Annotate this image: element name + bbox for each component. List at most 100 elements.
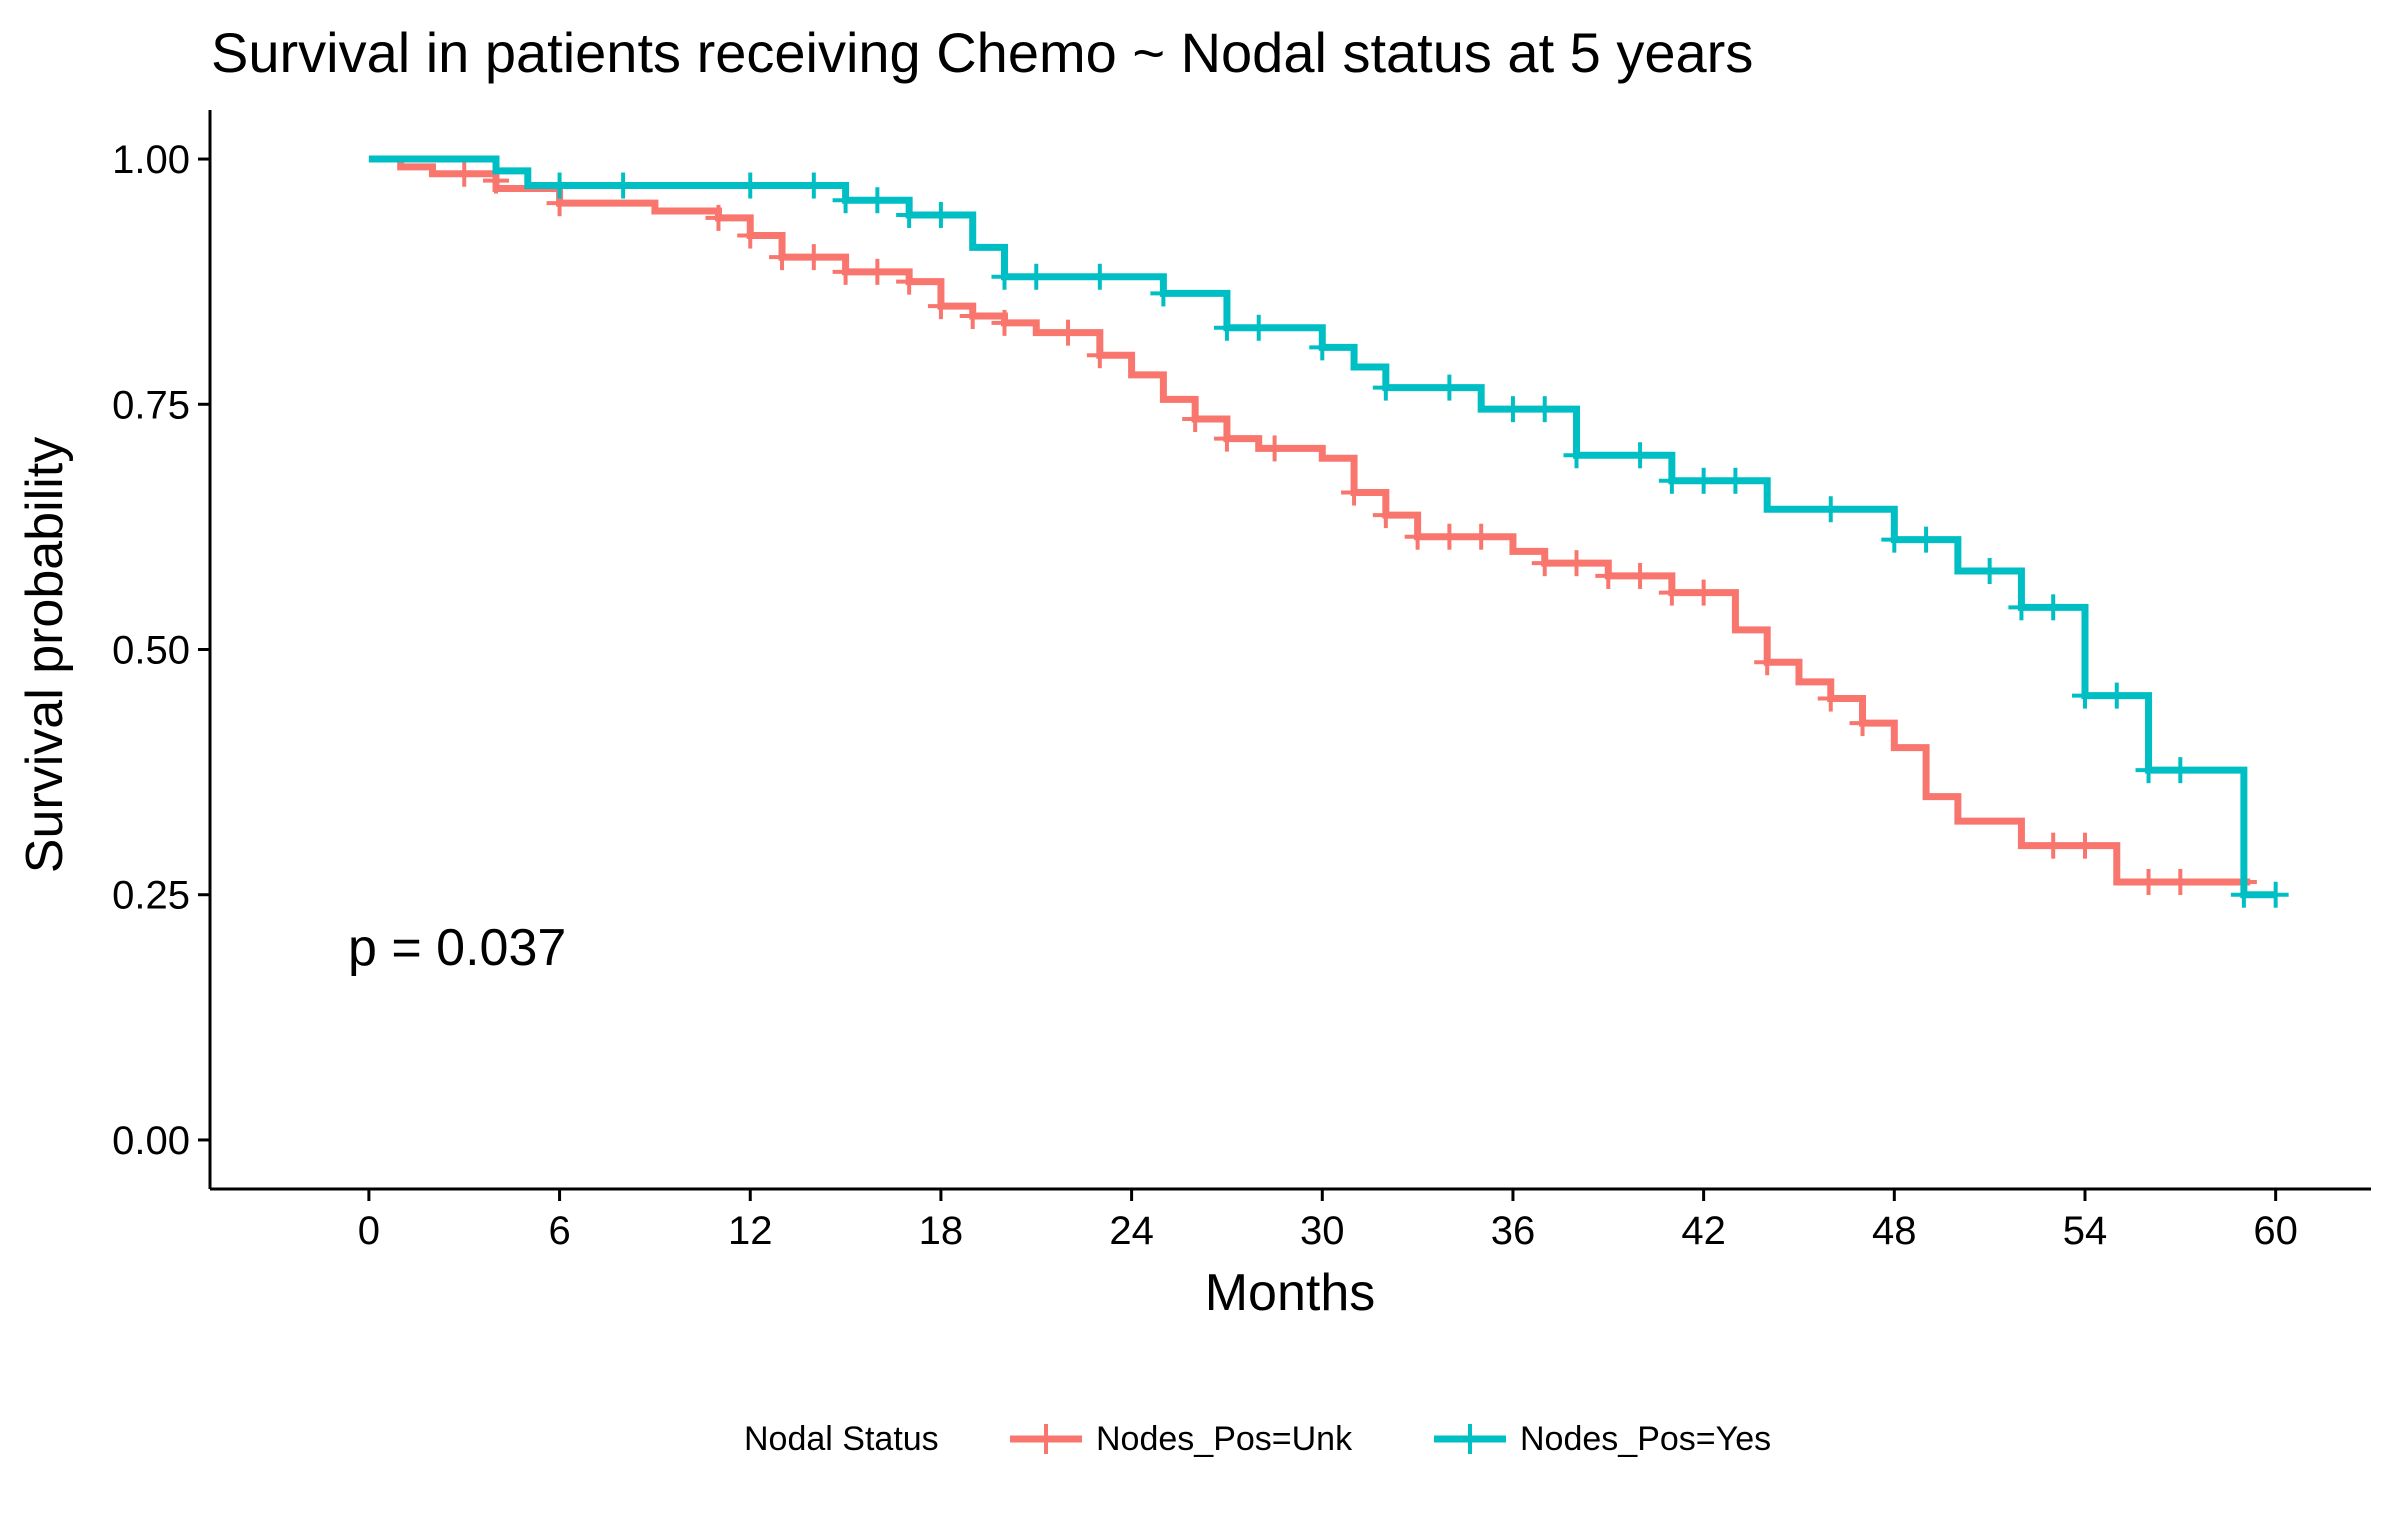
censor-mark-nodes-pos-unk <box>927 293 954 320</box>
censor-mark-nodes-pos-yes <box>2262 881 2289 908</box>
censor-mark-nodes-pos-unk <box>1372 502 1399 529</box>
censor-mark-nodes-pos-unk <box>864 258 891 285</box>
censor-mark-nodes-pos-yes <box>1499 396 1526 423</box>
censor-mark-nodes-pos-unk <box>1261 435 1288 462</box>
y-tick-label: 0.75 <box>112 383 190 427</box>
y-tick-label: 1.00 <box>112 138 190 182</box>
y-tick-label: 0.00 <box>112 1119 190 1163</box>
censor-mark-nodes-pos-unk <box>959 302 986 329</box>
censor-mark-nodes-pos-yes <box>1531 396 1558 423</box>
y-tick-label: 0.50 <box>112 629 190 673</box>
censor-mark-nodes-pos-yes <box>1913 526 1940 553</box>
x-tick-label: 60 <box>2253 1209 2298 1253</box>
p-value-annotation: p = 0.037 <box>348 919 566 977</box>
x-tick-label: 30 <box>1300 1209 1345 1253</box>
censor-mark-nodes-pos-unk <box>2167 868 2194 895</box>
censor-mark-nodes-pos-unk <box>1690 579 1717 606</box>
censor-mark-nodes-pos-yes <box>1817 496 1844 523</box>
legend-key-nodes-pos-unk <box>1010 1424 1082 1454</box>
censor-mark-nodes-pos-yes <box>1372 374 1399 401</box>
censor-mark-nodes-pos-yes <box>832 187 859 214</box>
plot-area <box>368 155 2289 908</box>
censor-mark-nodes-pos-unk <box>1658 579 1685 606</box>
censor-mark-nodes-pos-unk <box>1595 562 1622 589</box>
censor-mark-nodes-pos-yes <box>1976 558 2003 585</box>
censor-mark-nodes-pos-yes <box>991 263 1018 290</box>
censor-mark-nodes-pos-unk <box>1468 523 1495 550</box>
censor-mark-nodes-pos-unk <box>2135 868 2162 895</box>
censor-mark-nodes-pos-yes <box>1309 334 1336 361</box>
censor-mark-nodes-pos-yes <box>2135 757 2162 784</box>
x-tick-label: 6 <box>548 1209 570 1253</box>
censor-mark-nodes-pos-unk <box>1213 425 1240 452</box>
y-axis-ticks: 0.00 0.25 0.50 0.75 1.00 <box>112 138 210 1163</box>
censor-mark-nodes-pos-unk <box>1055 319 1082 346</box>
censor-mark-nodes-pos-unk <box>1531 550 1558 577</box>
censor-mark-nodes-pos-unk <box>1627 562 1654 589</box>
censor-mark-nodes-pos-yes <box>1563 442 1590 469</box>
series-line-nodes-pos-yes <box>368 155 2276 899</box>
censor-mark-nodes-pos-yes <box>2167 757 2194 784</box>
censor-mark-nodes-pos-unk <box>1754 649 1781 676</box>
legend: Nodal Status Nodes_Pos=Unk Nodes_Pos=Yes <box>744 1420 1771 1458</box>
censor-mark-nodes-pos-unk <box>1182 405 1209 432</box>
x-tick-label: 42 <box>1681 1209 1726 1253</box>
censor-mark-nodes-pos-yes <box>2008 594 2035 621</box>
censor-mark-nodes-pos-yes <box>1658 467 1685 494</box>
censor-mark-nodes-pos-unk <box>705 204 732 231</box>
censor-mark-nodes-pos-unk <box>800 244 827 271</box>
censor-mark-nodes-pos-unk <box>1436 523 1463 550</box>
censor-mark-nodes-pos-yes <box>1690 467 1717 494</box>
censor-mark-nodes-pos-unk <box>991 309 1018 336</box>
y-tick-label: 0.25 <box>112 874 190 918</box>
legend-title: Nodal Status <box>744 1420 939 1458</box>
censor-mark-nodes-pos-unk <box>2071 832 2098 859</box>
censor-mark-nodes-pos-unk <box>1404 523 1431 550</box>
y-axis-title: Survival probability <box>16 437 74 873</box>
censor-mark-nodes-pos-yes <box>2040 594 2067 621</box>
censor-mark-nodes-pos-yes <box>1436 374 1463 401</box>
legend-label-nodes-pos-yes: Nodes_Pos=Yes <box>1520 1420 1771 1458</box>
legend-label-nodes-pos-unk: Nodes_Pos=Unk <box>1096 1420 1353 1458</box>
censor-mark-nodes-pos-unk <box>737 222 764 249</box>
censor-mark-nodes-pos-yes <box>2230 881 2257 908</box>
censor-mark-nodes-pos-yes <box>546 172 573 199</box>
x-tick-label: 54 <box>2063 1209 2108 1253</box>
censor-mark-nodes-pos-unk <box>451 160 478 187</box>
censor-mark-nodes-pos-yes <box>864 187 891 214</box>
censor-mark-nodes-pos-yes <box>1881 526 1908 553</box>
censor-mark-nodes-pos-yes <box>1086 263 1113 290</box>
x-tick-label: 18 <box>919 1209 964 1253</box>
censor-mark-nodes-pos-yes <box>1722 467 1749 494</box>
censor-mark-nodes-pos-unk <box>1563 550 1590 577</box>
x-axis-title: Months <box>1205 1264 1376 1322</box>
censor-mark-nodes-pos-unk <box>1086 342 1113 369</box>
censor-mark-nodes-pos-unk <box>1341 479 1368 506</box>
x-tick-label: 0 <box>358 1209 380 1253</box>
censor-mark-nodes-pos-unk <box>832 258 859 285</box>
censor-mark-nodes-pos-yes <box>927 201 954 228</box>
censor-mark-nodes-pos-yes <box>1150 280 1177 307</box>
x-tick-label: 48 <box>1872 1209 1917 1253</box>
censor-mark-nodes-pos-yes <box>610 172 637 199</box>
legend-key-nodes-pos-yes <box>1434 1424 1506 1454</box>
censor-mark-nodes-pos-yes <box>737 172 764 199</box>
censor-mark-nodes-pos-unk <box>769 244 796 271</box>
censor-mark-nodes-pos-unk <box>1817 685 1844 712</box>
censor-mark-nodes-pos-yes <box>800 172 827 199</box>
series-line-nodes-pos-unk <box>368 155 2251 886</box>
x-tick-label: 12 <box>728 1209 773 1253</box>
censor-mark-nodes-pos-unk <box>1849 710 1876 737</box>
x-tick-label: 36 <box>1491 1209 1536 1253</box>
chart-title: Survival in patients receiving Chemo ~ N… <box>211 21 1753 84</box>
censor-mark-nodes-pos-yes <box>1023 263 1050 290</box>
x-tick-label: 24 <box>1109 1209 1154 1253</box>
censor-mark-nodes-pos-yes <box>1213 314 1240 341</box>
censor-mark-nodes-pos-yes <box>1627 442 1654 469</box>
x-axis-ticks: 0 6 12 18 24 30 36 42 48 54 60 <box>358 1189 2298 1253</box>
censor-mark-nodes-pos-yes <box>2071 682 2098 709</box>
censor-mark-nodes-pos-yes <box>896 201 923 228</box>
censor-mark-nodes-pos-unk <box>2040 832 2067 859</box>
censor-mark-nodes-pos-yes <box>1245 314 1272 341</box>
